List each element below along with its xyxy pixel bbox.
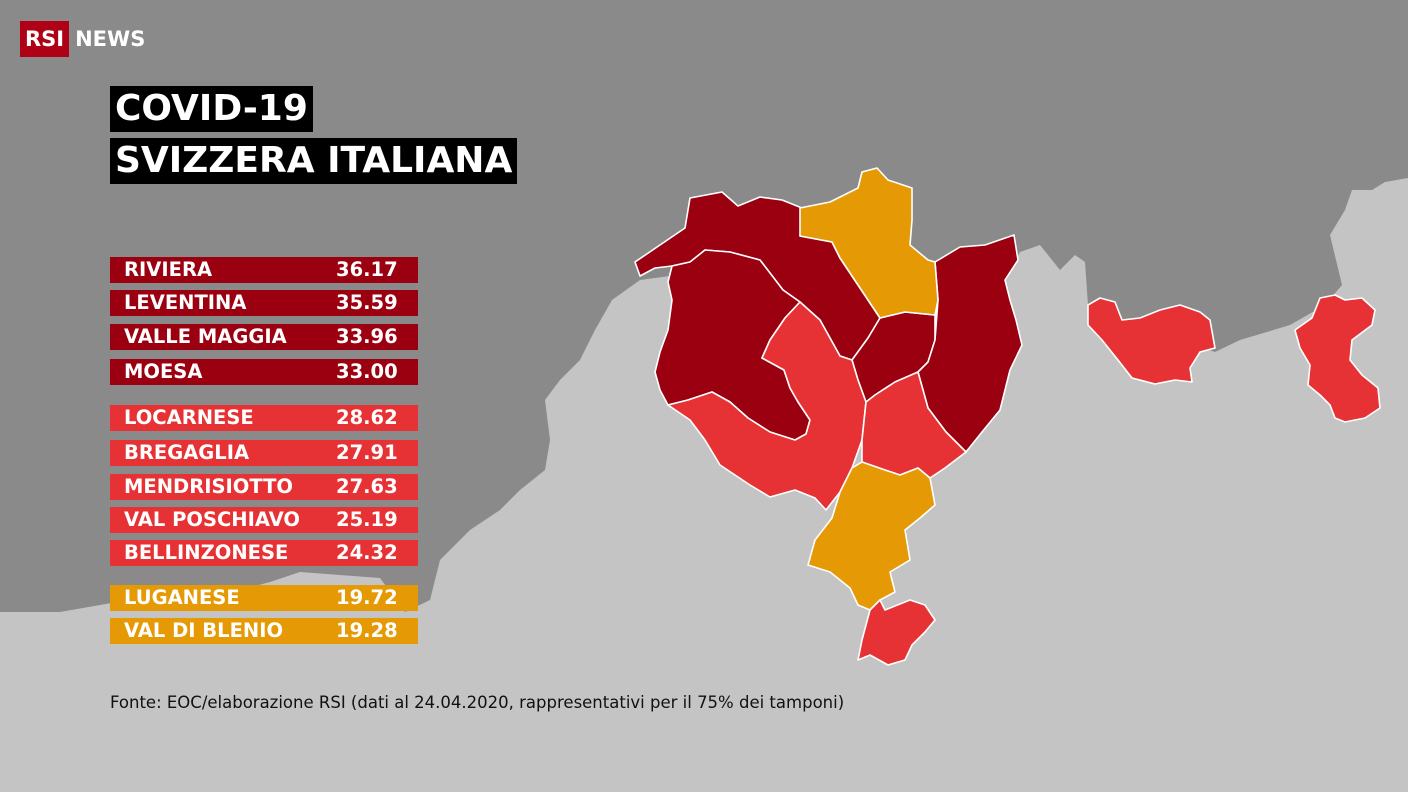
region-name: LEVENTINA <box>124 291 247 314</box>
region-name: MOESA <box>124 360 203 383</box>
ranking-row: VAL POSCHIAVO 25.19 <box>110 507 418 533</box>
logo-news-text: NEWS <box>75 27 146 51</box>
ranking-row: BELLINZONESE 24.32 <box>110 540 418 566</box>
region-val-di-blenio <box>799 167 939 319</box>
region-value: 33.96 <box>336 325 398 348</box>
region-value: 27.63 <box>336 475 398 498</box>
region-name: BELLINZONESE <box>124 541 289 564</box>
region-name: LUGANESE <box>124 586 240 609</box>
title-line-1: COVID-19 <box>110 86 313 132</box>
region-name: VAL DI BLENIO <box>124 619 284 642</box>
region-value: 35.59 <box>336 291 398 314</box>
ranking-row: VAL DI BLENIO 19.28 <box>110 618 418 644</box>
region-moesa <box>917 234 1023 453</box>
region-locarnese <box>667 301 867 511</box>
region-name: VALLE MAGGIA <box>124 325 287 348</box>
ranking-row: RIVIERA 36.17 <box>110 257 418 283</box>
region-luganese <box>807 461 936 611</box>
region-name: LOCARNESE <box>124 406 254 429</box>
source-note: Fonte: EOC/elaborazione RSI (dati al 24.… <box>110 693 845 712</box>
ranking-row: VALLE MAGGIA 33.96 <box>110 324 418 350</box>
region-mendrisiotto <box>857 599 936 666</box>
ranking-row: LOCARNESE 28.62 <box>110 405 418 431</box>
region-name: MENDRISIOTTO <box>124 475 294 498</box>
region-name: BREGAGLIA <box>124 441 250 464</box>
region-value: 25.19 <box>336 508 398 531</box>
region-value: 36.17 <box>336 258 398 281</box>
region-name: VAL POSCHIAVO <box>124 508 300 531</box>
ranking-row: LEVENTINA 35.59 <box>110 290 418 316</box>
region-value: 27.91 <box>336 441 398 464</box>
title-line-2: SVIZZERA ITALIANA <box>110 138 518 184</box>
rsi-logo-box: RSI <box>20 21 70 57</box>
ranking-row: MENDRISIOTTO 27.63 <box>110 474 418 500</box>
ranking-row: MOESA 33.00 <box>110 359 418 385</box>
rsi-news-logo: RSI NEWS <box>20 21 145 57</box>
region-name: RIVIERA <box>124 258 213 281</box>
region-bregaglia <box>1087 297 1216 385</box>
region-value: 19.72 <box>336 586 398 609</box>
region-val-poschiavo <box>1294 294 1381 423</box>
region-value: 33.00 <box>336 360 398 383</box>
ranking-row: LUGANESE 19.72 <box>110 585 418 611</box>
region-value: 19.28 <box>336 619 398 642</box>
region-value: 28.62 <box>336 406 398 429</box>
regions <box>634 167 1381 666</box>
ranking-row: BREGAGLIA 27.91 <box>110 440 418 466</box>
region-value: 24.32 <box>336 541 398 564</box>
